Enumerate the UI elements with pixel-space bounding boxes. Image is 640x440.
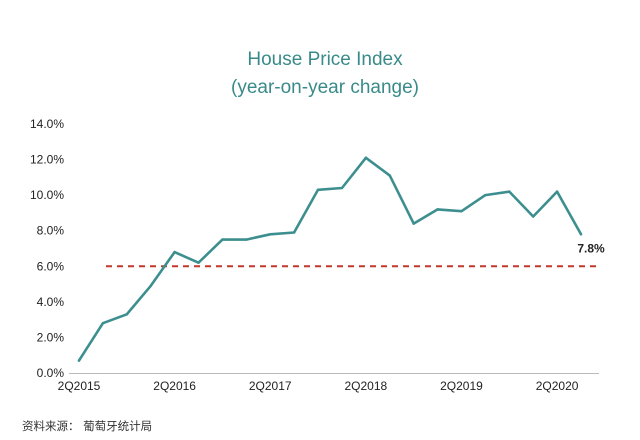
source-note: 资料来源： 葡萄牙统计局 — [22, 419, 152, 433]
data-point — [388, 174, 391, 177]
chart-title: House Price Index — [247, 49, 403, 70]
data-point — [197, 261, 200, 264]
y-axis-ticks: 0.0% 2.0% 4.0% 6.0% 8.0% 10.0% 12.0% 14.0% — [30, 117, 64, 380]
data-point — [364, 156, 368, 159]
y-tick-label: 2.0% — [37, 330, 65, 344]
data-point — [340, 186, 344, 190]
data-point — [484, 193, 487, 197]
series-points — [77, 156, 583, 362]
x-tick-label: 2Q2015 — [58, 379, 101, 393]
data-point — [508, 190, 511, 193]
data-point — [125, 313, 129, 316]
data-point — [149, 284, 152, 288]
data-point — [555, 190, 559, 193]
data-point — [531, 215, 535, 218]
data-point — [460, 209, 463, 213]
data-point — [221, 238, 224, 241]
data-point — [245, 238, 248, 241]
chart-subtitle: (year-on-year change) — [231, 77, 419, 98]
x-tick-label: 2Q2017 — [249, 379, 292, 393]
data-point — [292, 231, 296, 234]
data-label: 7.8% — [577, 241, 605, 255]
x-tick-label: 2Q2016 — [153, 379, 196, 393]
x-tick-label: 2Q2018 — [345, 379, 388, 393]
y-tick-label: 0.0% — [37, 366, 65, 380]
y-tick-label: 4.0% — [37, 295, 65, 309]
data-point — [412, 222, 415, 225]
y-tick-label: 14.0% — [30, 117, 64, 131]
data-point — [101, 322, 105, 325]
y-tick-label: 8.0% — [37, 224, 65, 238]
y-tick-label: 6.0% — [37, 259, 65, 273]
data-point — [316, 188, 320, 192]
x-tick-label: 2Q2020 — [536, 379, 579, 393]
data-point — [77, 359, 81, 362]
annotations: 7.8% — [577, 241, 605, 255]
x-axis-ticks: 2Q2015 2Q2016 2Q2017 2Q2018 2Q2019 2Q2020 — [58, 379, 579, 393]
watermark: 搜狐号@海外投资移民研究院 — [428, 415, 623, 433]
data-point — [269, 233, 272, 236]
data-point — [579, 233, 583, 236]
x-tick-label: 2Q2019 — [440, 379, 483, 393]
data-point — [436, 208, 439, 211]
y-tick-label: 10.0% — [30, 188, 64, 202]
y-tick-label: 12.0% — [30, 153, 64, 167]
data-point — [173, 250, 176, 254]
series-line — [77, 156, 583, 362]
